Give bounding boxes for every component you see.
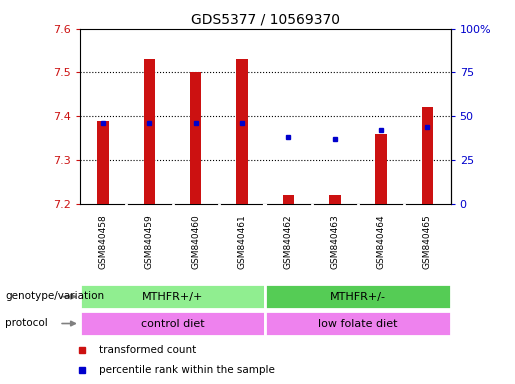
Bar (283, 195, 294, 204)
Title: GDS5377 / 10569370: GDS5377 / 10569370 (191, 12, 340, 26)
Bar (422, 108, 433, 204)
Bar (80, 311, 265, 336)
Text: protocol: protocol (5, 318, 48, 328)
Bar (236, 60, 248, 204)
Bar (97, 121, 109, 204)
Bar (144, 60, 155, 204)
Text: GSM840464: GSM840464 (376, 214, 386, 269)
Bar (375, 134, 387, 204)
Text: MTHFR+/+: MTHFR+/+ (142, 291, 203, 302)
Bar (190, 73, 201, 204)
Text: GSM840465: GSM840465 (423, 214, 432, 269)
Bar (265, 311, 451, 336)
Bar (265, 284, 451, 309)
Text: control diet: control diet (141, 318, 204, 329)
Text: GSM840458: GSM840458 (98, 214, 108, 269)
Text: transformed count: transformed count (99, 345, 196, 355)
Text: low folate diet: low folate diet (318, 318, 398, 329)
Bar (80, 284, 265, 309)
Text: MTHFR+/-: MTHFR+/- (330, 291, 386, 302)
Text: GSM840459: GSM840459 (145, 214, 154, 269)
Text: GSM840462: GSM840462 (284, 214, 293, 269)
Bar (329, 195, 340, 204)
Text: percentile rank within the sample: percentile rank within the sample (99, 365, 275, 375)
Text: GSM840460: GSM840460 (191, 214, 200, 269)
Text: GSM840461: GSM840461 (237, 214, 247, 269)
Text: genotype/variation: genotype/variation (5, 291, 104, 301)
Text: GSM840463: GSM840463 (330, 214, 339, 269)
